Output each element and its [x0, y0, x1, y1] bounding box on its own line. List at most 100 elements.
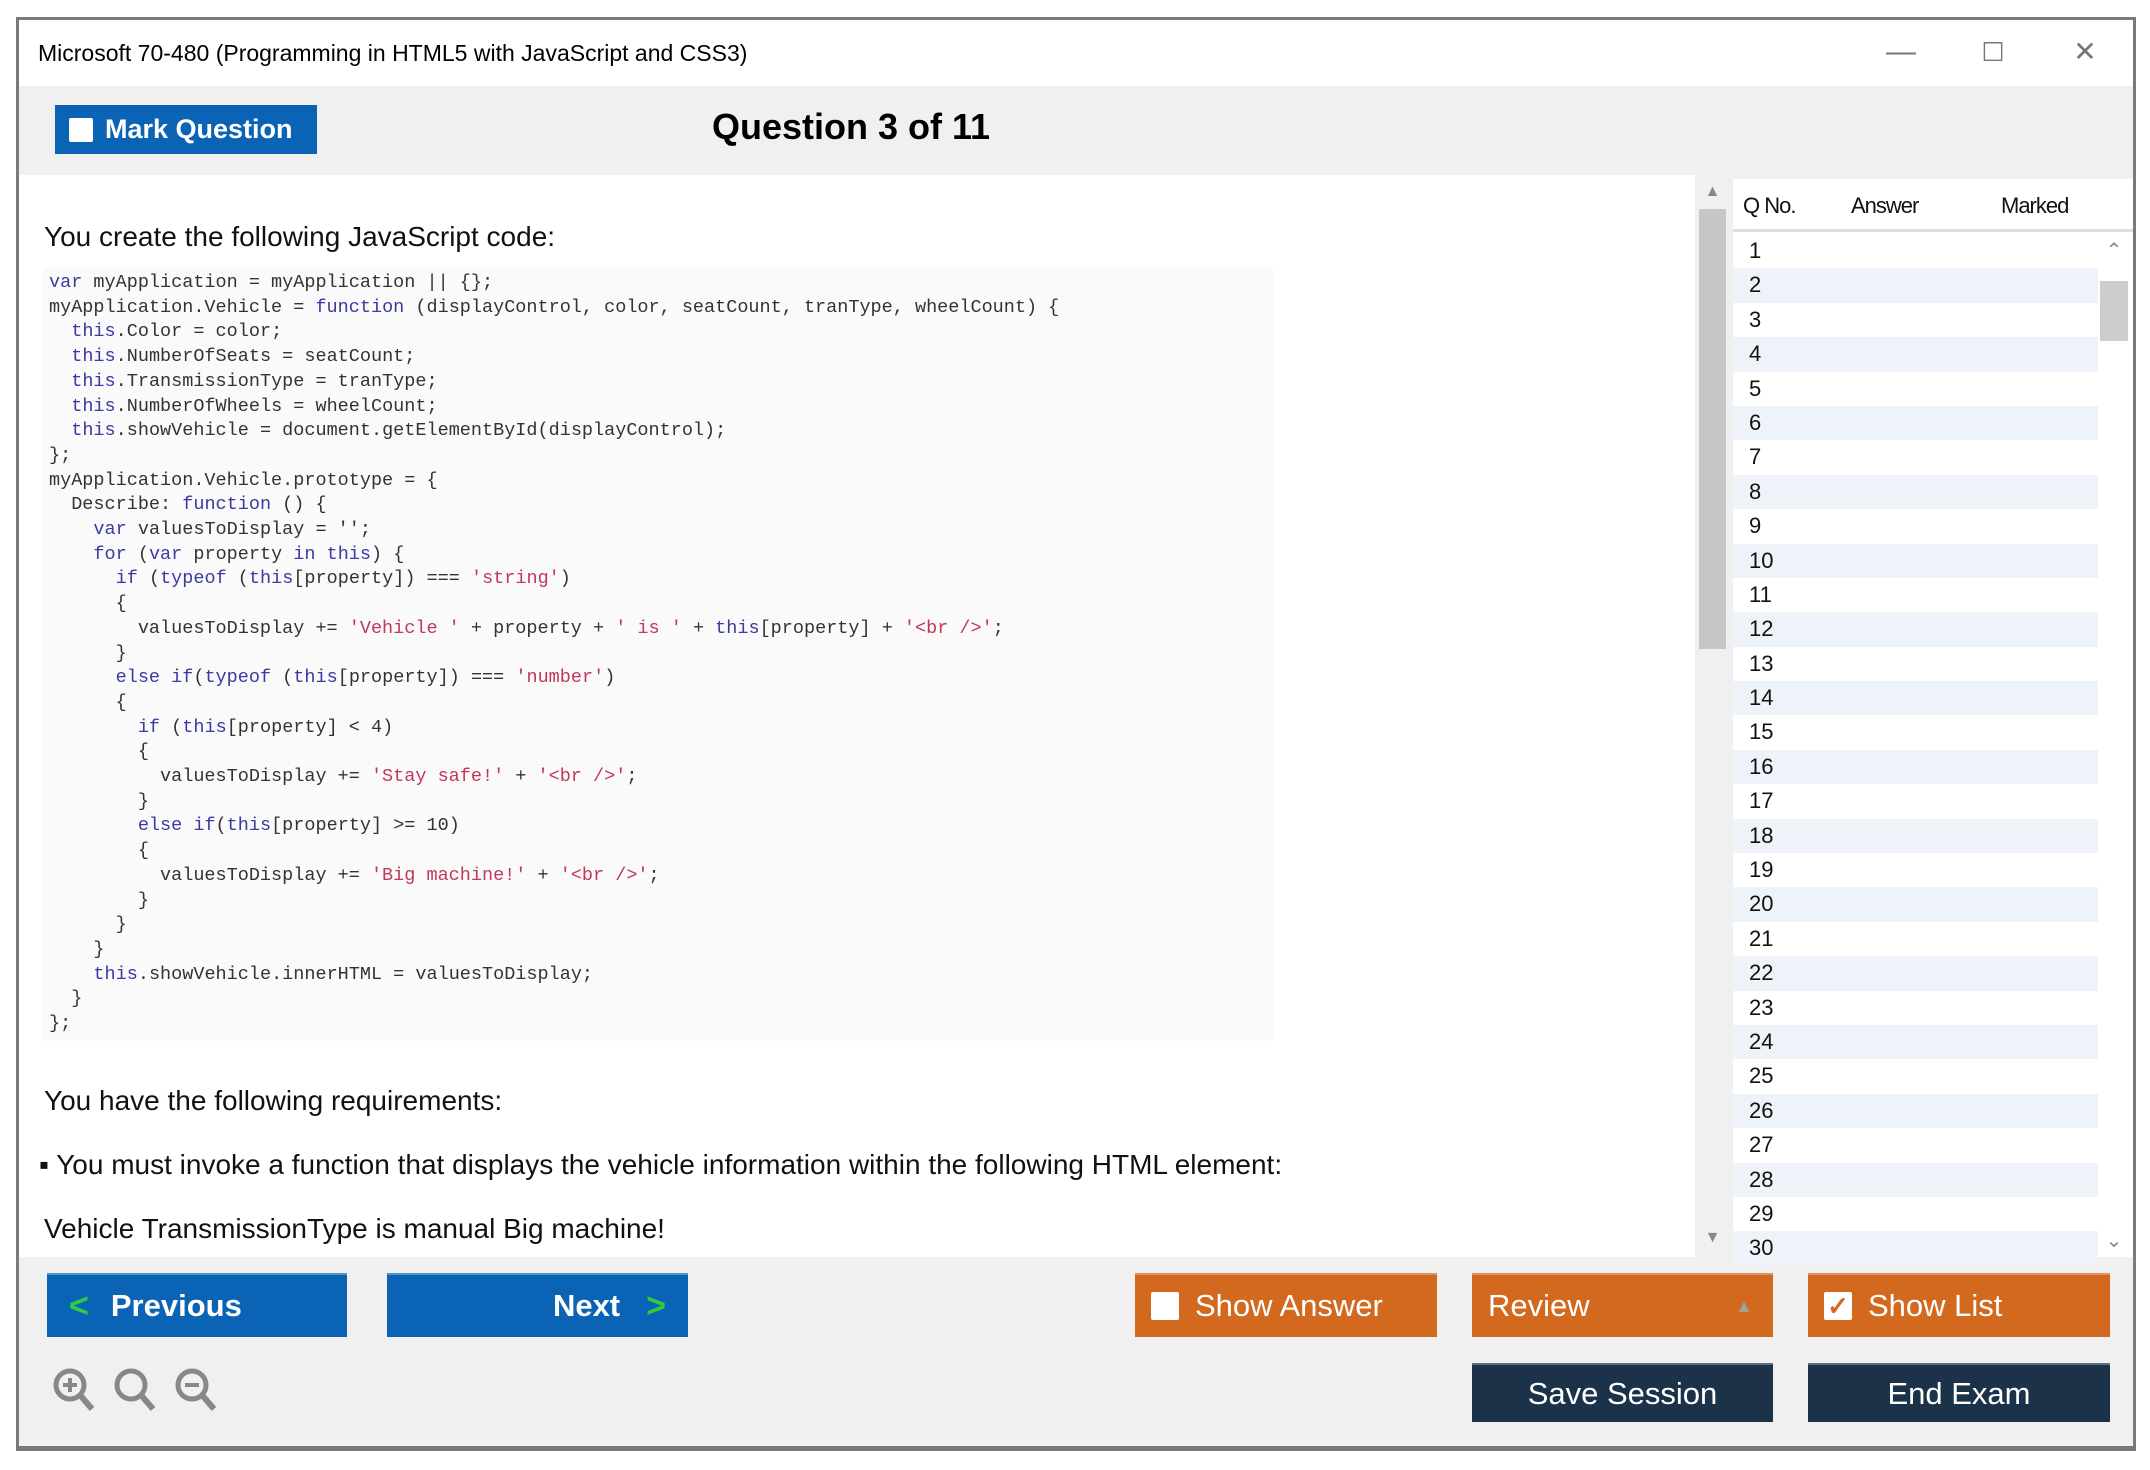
- review-button[interactable]: Review ▲: [1472, 1273, 1773, 1337]
- show-answer-button[interactable]: Show Answer: [1135, 1273, 1437, 1337]
- code-token: {: [49, 593, 127, 615]
- question-list-row[interactable]: 14: [1733, 681, 2098, 716]
- code-line: {: [49, 740, 1267, 765]
- code-token: [property]) ===: [337, 667, 516, 689]
- question-list-row[interactable]: 28: [1733, 1162, 2098, 1197]
- question-list-row[interactable]: 8: [1733, 474, 2098, 510]
- code-token: function: [182, 494, 272, 516]
- list-scrollbar[interactable]: ⌃ ⌄: [2098, 234, 2130, 1257]
- question-list-row[interactable]: 19: [1749, 857, 1774, 883]
- code-token: ): [604, 667, 616, 689]
- code-line: {: [49, 691, 1267, 716]
- chevron-up-icon[interactable]: ⌃: [2105, 240, 2123, 262]
- question-header: Mark Question Question 3 of 11: [19, 86, 2133, 175]
- code-token: .showVehicle = document.getElementById(d…: [115, 420, 727, 442]
- scrollbar-thumb[interactable]: [1699, 209, 1726, 649]
- list-scrollbar-thumb[interactable]: [2100, 281, 2128, 341]
- question-list-row[interactable]: 20: [1733, 887, 2098, 922]
- question-list-row[interactable]: 18: [1733, 818, 2098, 854]
- question-list-row[interactable]: 9: [1749, 513, 1762, 539]
- title-bar: Microsoft 70-480 (Programming in HTML5 w…: [19, 20, 2133, 86]
- question-list-row[interactable]: 12: [1733, 612, 2098, 647]
- code-token: [49, 815, 138, 836]
- code-token: +: [681, 617, 716, 639]
- question-list-row[interactable]: 22: [1733, 956, 2098, 991]
- mark-question-button[interactable]: Mark Question: [55, 105, 317, 154]
- question-list-row[interactable]: 6: [1733, 405, 2098, 441]
- question-list-row[interactable]: 3: [1749, 306, 1762, 332]
- chevron-left-icon: <: [69, 1286, 89, 1325]
- question-list-row[interactable]: 17: [1749, 788, 1774, 814]
- code-token: Describe:: [49, 494, 183, 516]
- code-token: ;: [992, 617, 1004, 639]
- code-token: valuesToDisplay +=: [49, 766, 371, 788]
- save-session-button[interactable]: Save Session: [1472, 1363, 1773, 1422]
- code-token: 'Big machine!': [370, 864, 527, 886]
- column-marked[interactable]: Marked: [2001, 193, 2069, 218]
- question-list-row[interactable]: 15: [1749, 719, 1774, 745]
- checkbox-checked-icon: ✓: [1824, 1292, 1852, 1320]
- question-list-row[interactable]: 4: [1733, 337, 2098, 372]
- code-token: if: [137, 716, 161, 738]
- maximize-icon[interactable]: ☐: [1981, 37, 2005, 67]
- code-token: (: [271, 667, 294, 689]
- code-token: this: [71, 321, 116, 343]
- question-list-row[interactable]: 29: [1749, 1200, 1774, 1226]
- next-button[interactable]: Next >: [387, 1273, 688, 1337]
- code-token: 'string': [470, 568, 560, 590]
- scroll-down-icon[interactable]: ▼: [1704, 1229, 1721, 1246]
- zoom-in-icon[interactable]: [50, 1365, 98, 1413]
- question-list-row[interactable]: 10: [1733, 543, 2098, 578]
- question-list-row[interactable]: 24: [1733, 1024, 2098, 1060]
- code-token: this: [715, 617, 760, 639]
- code-line: this.showVehicle.innerHTML = valuesToDis…: [49, 963, 1267, 988]
- requirements-heading: You have the following requirements:: [44, 1085, 503, 1116]
- end-exam-button[interactable]: End Exam: [1808, 1363, 2110, 1422]
- previous-label: Previous: [110, 1288, 242, 1323]
- question-list-row[interactable]: 5: [1749, 375, 1762, 401]
- checkbox-icon: [69, 117, 93, 142]
- code-token: ;: [648, 864, 660, 886]
- code-token: }: [49, 988, 83, 1010]
- question-list-row[interactable]: 1: [1749, 238, 1762, 263]
- column-qno[interactable]: Q No.: [1743, 193, 1796, 218]
- code-line: Describe: function () {: [49, 493, 1267, 518]
- code-token: this: [71, 370, 116, 392]
- previous-button[interactable]: < Previous: [47, 1273, 347, 1337]
- question-list-row[interactable]: 30: [1733, 1231, 2098, 1266]
- question-list-row[interactable]: 11: [1749, 581, 1772, 607]
- question-list-row[interactable]: 13: [1749, 650, 1774, 676]
- code-token: 'Stay safe!': [370, 766, 505, 788]
- question-list-row[interactable]: 21: [1749, 925, 1774, 951]
- code-token: this: [226, 815, 272, 837]
- code-token: {: [49, 840, 149, 862]
- question-list-row[interactable]: 16: [1733, 749, 2098, 785]
- close-icon[interactable]: ✕: [2073, 36, 2097, 67]
- mark-question-label: Mark Question: [105, 114, 293, 144]
- zoom-out-icon[interactable]: [172, 1365, 220, 1413]
- minimize-icon[interactable]: —: [1886, 35, 1916, 68]
- chevron-down-icon[interactable]: ⌄: [2105, 1230, 2123, 1252]
- question-list-row[interactable]: 7: [1749, 444, 1762, 470]
- next-label: Next: [552, 1288, 621, 1323]
- code-line: valuesToDisplay += 'Vehicle ' + property…: [49, 617, 1267, 642]
- content-scrollbar[interactable]: ▲ ▼: [1695, 175, 1730, 1257]
- code-block: var myApplication = myApplication || {};…: [43, 267, 1273, 1041]
- question-list-row[interactable]: 23: [1749, 994, 1774, 1020]
- code-token: valuesToDisplay +=: [49, 617, 349, 639]
- column-answer[interactable]: Answer: [1851, 193, 1919, 218]
- code-token: .NumberOfWheels = wheelCount;: [115, 395, 438, 417]
- question-list-row[interactable]: 25: [1749, 1063, 1774, 1089]
- question-list-row[interactable]: 2: [1733, 268, 2098, 303]
- zoom-icon[interactable]: [111, 1365, 159, 1413]
- question-list-row[interactable]: 26: [1733, 1093, 2098, 1129]
- checkbox-icon: [1151, 1292, 1179, 1320]
- show-list-label: Show List: [1868, 1288, 2003, 1323]
- requirement-bullet: ▪ You must invoke a function that displa…: [39, 1149, 1283, 1180]
- code-token: else if: [137, 815, 216, 837]
- show-list-button[interactable]: ✓ Show List: [1808, 1273, 2110, 1337]
- question-list-row[interactable]: 27: [1749, 1132, 1774, 1158]
- code-line: valuesToDisplay += 'Stay safe!' + '<br /…: [49, 765, 1267, 790]
- scroll-up-icon[interactable]: ▲: [1704, 183, 1721, 200]
- code-line: };: [49, 444, 1267, 469]
